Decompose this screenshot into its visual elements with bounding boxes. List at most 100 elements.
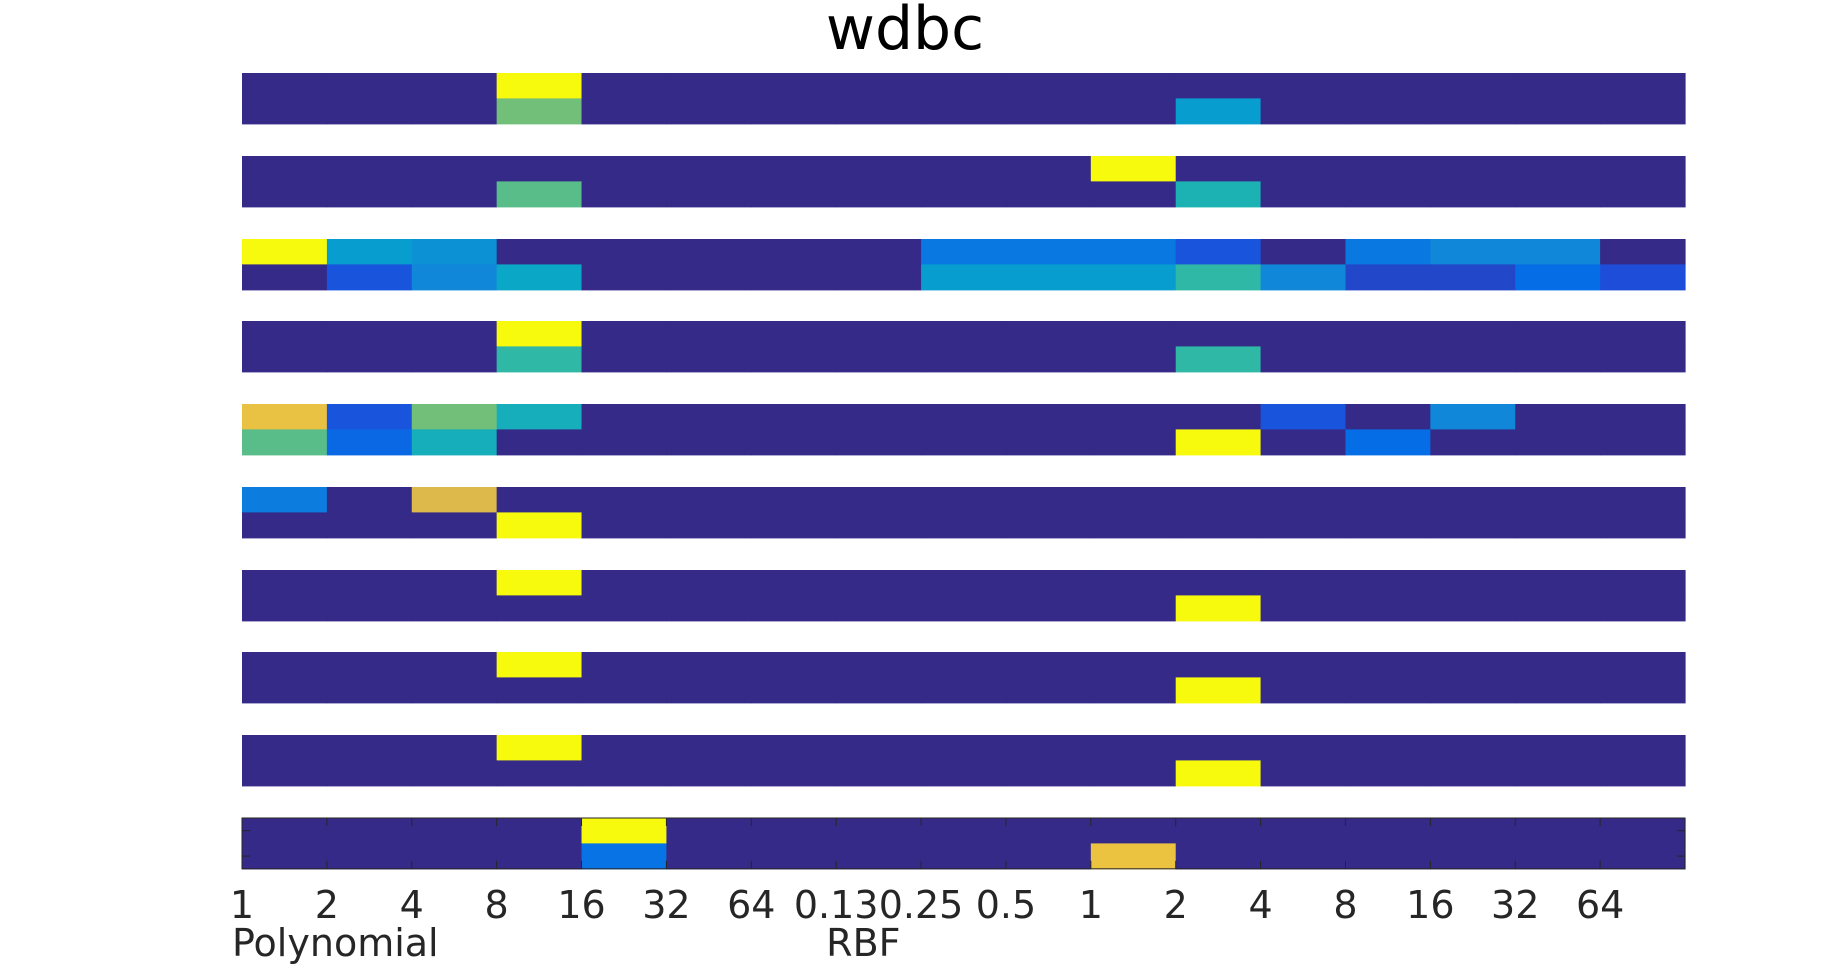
heatmap-cell-p4-r2-c4 [496, 346, 583, 373]
heatmap-cell-p9-r2-c12 [1175, 760, 1262, 787]
heatmap-cell-p4-r1-c10 [1005, 321, 1092, 347]
x-tick-label-17: 64 [1576, 883, 1624, 927]
heatmap-cell-p10-r1-c15 [1430, 818, 1516, 844]
heatmap-cell-p7-r1-c15 [1430, 570, 1516, 596]
heatmap-cell-p2-r2-c12 [1175, 181, 1262, 208]
heatmap-cell-p4-r2-c8 [836, 346, 922, 373]
heatmap-cell-p9-r2-c13 [1260, 760, 1347, 787]
heatmap-cell-p2-r1-c9 [921, 156, 1007, 182]
heatmap-cell-p1-r2-c2 [326, 98, 413, 125]
x-tick-label-16: 32 [1491, 883, 1539, 927]
heatmap-cell-p6-r1-c11 [1090, 487, 1177, 513]
heatmap-cell-p9-r2-c10 [1005, 760, 1092, 787]
axes-frame [241, 817, 1686, 870]
heatmap-cell-p4-r1-c3 [411, 321, 498, 347]
heatmap-cell-p4-r1-c8 [836, 321, 922, 347]
heatmap-cell-p1-r1-c1 [242, 73, 328, 99]
heatmap-cell-p1-r2-c5 [581, 98, 668, 125]
heatmap-cell-p2-r2-c16 [1515, 181, 1601, 208]
heatmap-cell-p6-r2-c13 [1260, 512, 1347, 539]
heatmap-cell-p3-r2-c11 [1090, 264, 1177, 291]
heatmap-cell-p3-r1-c8 [836, 239, 922, 265]
heatmap-cell-p10-r1-c10 [1005, 818, 1092, 844]
heatmap-cell-p5-r2-c16 [1515, 429, 1601, 456]
heatmap-cell-p4-r1-c5 [581, 321, 668, 347]
heatmap-cell-p4-r2-c5 [581, 346, 668, 373]
heatmap-cell-p3-r1-c14 [1345, 239, 1431, 265]
heatmap-cell-p6-r1-c15 [1430, 487, 1516, 513]
heatmap-cell-p2-r2-c4 [496, 181, 583, 208]
heatmap-cell-p9-r1-c16 [1515, 735, 1601, 761]
heatmap-cell-p8-r1-c3 [411, 652, 498, 678]
heatmap-cell-p2-r1-c1 [242, 156, 328, 182]
heatmap-cell-p6-r2-c3 [411, 512, 498, 539]
x-tick-label-4: 8 [485, 883, 509, 927]
heatmap-cell-p8-r2-c14 [1345, 677, 1431, 704]
heatmap-cell-p10-r2-c17 [1600, 843, 1686, 870]
heatmap-cell-p10-r1-c2 [326, 818, 413, 844]
heatmap-cell-p3-r1-c13 [1260, 239, 1347, 265]
heatmap-cell-p10-r2-c11 [1090, 843, 1177, 870]
heatmap-cell-p8-r1-c2 [326, 652, 413, 678]
heatmap-cell-p10-r1-c7 [751, 818, 837, 844]
heatmap-cell-p2-r2-c15 [1430, 181, 1516, 208]
heatmap-cell-p10-r2-c13 [1260, 843, 1347, 870]
heatmap-cell-p7-r1-c16 [1515, 570, 1601, 596]
heatmap-cell-p6-r2-c10 [1005, 512, 1092, 539]
heatmap-cell-p4-r1-c12 [1175, 321, 1262, 347]
heatmap-cell-p3-r2-c2 [326, 264, 413, 291]
heatmap-cell-p6-r1-c6 [666, 487, 752, 513]
heatmap-cell-p1-r1-c13 [1260, 73, 1347, 99]
heatmap-cell-p10-r1-c12 [1175, 818, 1262, 844]
heatmap-cell-p10-r2-c12 [1175, 843, 1262, 870]
x-tick-label-5: 16 [557, 883, 605, 927]
x-tick-label-9: 0.25 [879, 883, 964, 927]
heatmap-cell-p2-r2-c17 [1600, 181, 1686, 208]
heatmap-cell-p1-r2-c15 [1430, 98, 1516, 125]
heatmap-cell-p10-r2-c1 [242, 843, 328, 870]
heatmap-cell-p8-r2-c1 [242, 677, 328, 704]
heatmap-cell-p5-r1-c1 [242, 404, 328, 430]
heatmap-cell-p6-r2-c7 [751, 512, 837, 539]
heatmap-cell-p10-r1-c11 [1090, 818, 1177, 844]
heatmap-cell-p6-r1-c14 [1345, 487, 1431, 513]
heatmap-cell-p4-r1-c9 [921, 321, 1007, 347]
heatmap-cell-p2-r1-c6 [666, 156, 752, 182]
heatmap-cell-p1-r1-c17 [1600, 73, 1686, 99]
heatmap-cell-p1-r2-c9 [921, 98, 1007, 125]
heatmap-cell-p7-r2-c12 [1175, 595, 1262, 622]
heatmap-cell-p8-r2-c2 [326, 677, 413, 704]
heatmap-cell-p7-r2-c15 [1430, 595, 1516, 622]
heatmap-cell-p8-r2-c4 [496, 677, 583, 704]
heatmap-cell-p5-r1-c9 [921, 404, 1007, 430]
heatmap-cell-p7-r1-c6 [666, 570, 752, 596]
x-tick-label-8: 0.13 [794, 883, 879, 927]
heatmap-cell-p4-r1-c6 [666, 321, 752, 347]
heatmap-cell-p6-r1-c4 [496, 487, 583, 513]
heatmap-cell-p10-r2-c14 [1345, 843, 1431, 870]
heatmap-cell-p5-r2-c4 [496, 429, 583, 456]
heatmap-cell-p3-r1-c16 [1515, 239, 1601, 265]
heatmap-cell-p7-r1-c10 [1005, 570, 1092, 596]
heatmap-cell-p8-r1-c1 [242, 652, 328, 678]
heatmap-cell-p1-r1-c11 [1090, 73, 1177, 99]
heatmap-cell-p7-r2-c3 [411, 595, 498, 622]
heatmap-cell-p7-r2-c6 [666, 595, 752, 622]
heatmap-cell-p5-r1-c7 [751, 404, 837, 430]
heatmap-cell-p9-r1-c14 [1345, 735, 1431, 761]
heatmap-cell-p9-r2-c14 [1345, 760, 1431, 787]
heatmap-cell-p3-r1-c6 [666, 239, 752, 265]
heatmap-cell-p2-r1-c10 [1005, 156, 1092, 182]
heatmap-cell-p2-r2-c11 [1090, 181, 1177, 208]
heatmap-cell-p6-r2-c16 [1515, 512, 1601, 539]
x-tick-label-10: 0.5 [976, 883, 1036, 927]
heatmap-cell-p4-r1-c1 [242, 321, 328, 347]
heatmap-cell-p7-r2-c13 [1260, 595, 1347, 622]
heatmap-cell-p4-r2-c3 [411, 346, 498, 373]
heatmap-cell-p8-r1-c16 [1515, 652, 1601, 678]
heatmap-cell-p9-r2-c15 [1430, 760, 1516, 787]
heatmap-cell-p4-r2-c1 [242, 346, 328, 373]
heatmap-cell-p7-r2-c9 [921, 595, 1007, 622]
heatmap-cell-p3-r2-c5 [581, 264, 668, 291]
heatmap-cell-p1-r1-c14 [1345, 73, 1431, 99]
